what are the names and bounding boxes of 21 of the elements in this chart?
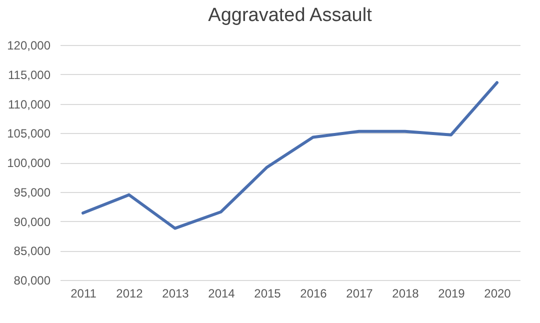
x-tick-label: 2013 [162, 286, 190, 300]
x-tick-label: 2011 [70, 286, 97, 300]
y-tick-label: 80,000 [14, 274, 51, 288]
x-tick-label: 2014 [208, 286, 236, 300]
x-tick-label: 2017 [346, 286, 374, 300]
line-series [82, 81, 498, 230]
chart-title: Aggravated Assault [208, 5, 373, 26]
y-tick-label: 105,000 [7, 126, 51, 141]
y-tick-label: 85,000 [14, 244, 51, 258]
x-tick-label: 2018 [392, 286, 420, 300]
x-tick-label: 2015 [254, 286, 282, 300]
y-tick-label: 100,000 [7, 156, 51, 170]
x-tick-label: 2020 [484, 286, 512, 300]
y-tick-label: 110,000 [8, 97, 51, 112]
y-tick-label: 120,000 [7, 38, 51, 52]
x-tick-label: 2019 [438, 286, 466, 300]
x-tick-label: 2012 [116, 286, 144, 300]
y-tick-label: 95,000 [14, 185, 51, 200]
x-tick-label: 2016 [300, 286, 328, 300]
y-tick-label: 115,000 [8, 68, 51, 82]
y-tick-label: 90,000 [14, 214, 51, 229]
